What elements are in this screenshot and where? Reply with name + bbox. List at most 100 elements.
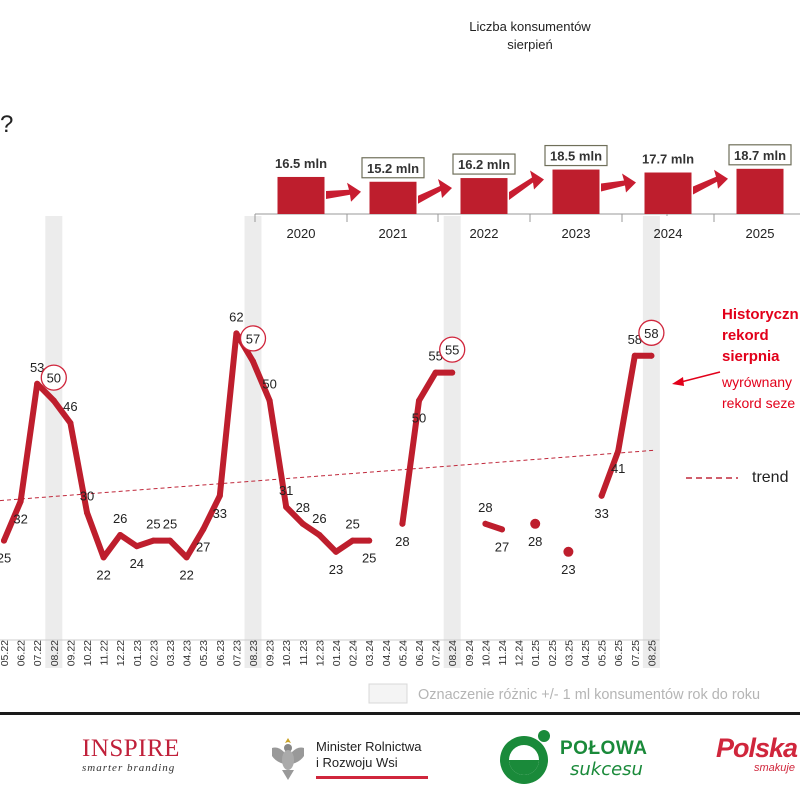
trend-arrow-icon (418, 179, 452, 204)
data-label: 23 (561, 562, 575, 577)
highlight-column-08.25 (642, 216, 660, 668)
series-point-02.24 (349, 537, 356, 544)
series-line-segment (598, 352, 655, 499)
record-annotation-bold: Historyczn (722, 306, 799, 323)
month-axis-label: 07.23 (231, 640, 243, 666)
month-axis-label: 06.23 (215, 640, 227, 666)
month-axis-label: 09.22 (65, 640, 77, 666)
polska-smakuje-logo: Polska smakuje (716, 734, 800, 774)
month-axis-label: 02.23 (148, 640, 160, 666)
data-label: 23 (329, 562, 343, 577)
circled-data-label: 50 (47, 371, 61, 386)
polska-logo-name: Polska (716, 733, 798, 763)
eagle-emblem-icon (272, 738, 304, 780)
bar-label-box (544, 144, 608, 167)
month-axis-label: 02.25 (547, 640, 559, 666)
series-point-11.24 (499, 526, 505, 533)
month-axis-label: 12.24 (514, 640, 526, 666)
circled-data-label: 57 (246, 331, 260, 346)
bar-data-label: 18.5 mln (550, 149, 602, 164)
trend-legend-label: trend (752, 469, 788, 486)
highlight-column-08.22 (45, 216, 63, 668)
series-point-12.23 (316, 532, 323, 538)
data-label: 28 (296, 500, 310, 515)
series-point-03.23 (167, 537, 173, 544)
bar-chart-title: Liczba konsumentów (469, 19, 591, 34)
data-label: 28 (528, 534, 542, 549)
circled-label-ring (239, 325, 267, 352)
bar-chart-subtitle: sierpień (507, 37, 553, 52)
series-point-03.25 (563, 546, 574, 557)
series-point-03.24 (366, 537, 373, 544)
bar-label-box (728, 144, 792, 166)
series-point-05.25 (598, 492, 605, 499)
circled-data-label: 58 (644, 326, 658, 341)
bar-2022 (460, 178, 508, 214)
data-label: 27 (495, 539, 509, 554)
month-axis-label: 01.25 (530, 640, 542, 666)
series-point-07.22 (34, 380, 41, 387)
record-annotation-text: wyrównany (721, 374, 792, 390)
bar-category-label: 2020 (287, 226, 316, 241)
data-label: 28 (478, 500, 492, 515)
month-axis-label: 04.23 (182, 640, 194, 666)
data-label: 22 (96, 567, 110, 582)
series-line-segment (399, 369, 456, 527)
bar-2021 (369, 181, 417, 214)
polowa-logo: POŁOWA sukcesu (496, 728, 666, 786)
circled-label-ring (40, 364, 67, 391)
legend-note-swatch (368, 683, 408, 704)
month-axis-label: 03.25 (563, 640, 575, 666)
series-point-01.23 (133, 543, 140, 550)
data-label: 25 (163, 517, 177, 532)
data-label: 25 (146, 517, 160, 532)
series-point-07.23 (233, 330, 240, 337)
month-axis-label: 06.22 (16, 640, 28, 666)
month-axis-label: 10.24 (480, 640, 492, 666)
month-axis-label: 11.22 (99, 640, 111, 666)
data-label: 58 (628, 332, 642, 347)
bar-category-label: 2021 (379, 226, 408, 241)
month-axis-label: 07.22 (32, 640, 44, 666)
series-point-10.23 (283, 504, 290, 510)
question-mark: ? (0, 111, 13, 138)
data-label: 32 (13, 511, 27, 526)
series-point-02.23 (150, 537, 157, 544)
month-axis-label: 01.24 (331, 640, 343, 666)
month-axis-label: 09.24 (464, 640, 476, 666)
bar-category-label: 2022 (470, 226, 499, 241)
series-point-08.23 (250, 358, 256, 365)
highlight-columns (45, 216, 660, 668)
data-label: 55 (428, 349, 442, 364)
circled-label-ring (638, 319, 665, 346)
series-point-08.22 (50, 397, 57, 404)
month-axis-label: 07.25 (630, 640, 642, 666)
bar-data-label: 16.2 mln (458, 157, 510, 172)
month-axis-label: 11.24 (497, 640, 509, 666)
record-annotation-text: rekord seze (722, 395, 795, 411)
ministry-logo-text: Minister Rolnictwa i Rozwoju Wsi (316, 739, 421, 771)
record-annotation-bold: sierpnia (722, 348, 780, 365)
data-label: 33 (213, 506, 227, 521)
data-label: 25 (345, 517, 359, 532)
data-label: 24 (130, 556, 144, 571)
month-axis-label: 02.24 (348, 640, 360, 666)
series-point-07.24 (432, 369, 439, 376)
month-axis-label: 12.22 (115, 640, 127, 666)
month-axis-label: 12.23 (314, 640, 326, 666)
bar-label-box (452, 153, 516, 175)
highlight-column-08.24 (443, 216, 461, 668)
footer-divider (0, 712, 800, 715)
series-point-08.25 (648, 352, 655, 359)
trend-arrow-icon (693, 169, 728, 195)
month-axis-label: 03.24 (364, 640, 376, 666)
month-axis-label: 10.23 (281, 640, 293, 666)
trend-arrow-icon (326, 182, 361, 202)
inspire-logo: INSPIRE smarter branding (82, 735, 202, 775)
month-axis-label: 08.23 (248, 640, 260, 666)
inspire-logo-tagline: smarter branding (82, 762, 176, 774)
inspire-logo-name: INSPIRE (82, 735, 180, 762)
month-axis-label: 10.22 (82, 640, 94, 666)
series-point-08.24 (449, 369, 456, 376)
